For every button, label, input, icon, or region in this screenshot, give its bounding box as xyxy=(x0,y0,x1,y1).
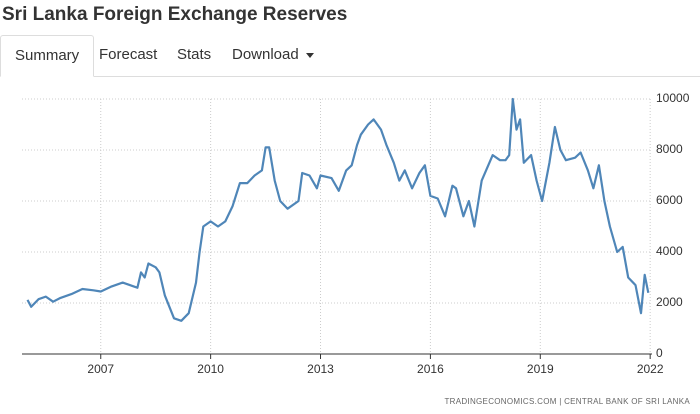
x-tick-label: 2007 xyxy=(87,362,114,376)
chart: TRADINGECONOMICS.COM | CENTRAL BANK OF S… xyxy=(22,91,690,406)
tab[interactable]: Forecast xyxy=(99,46,158,63)
x-tick-label: 2010 xyxy=(197,362,224,376)
x-tick-label: 2022 xyxy=(637,362,664,376)
page-title: Sri Lanka Foreign Exchange Reserves xyxy=(2,4,348,25)
x-tick-label: 2019 xyxy=(527,362,554,376)
source-note: TRADINGECONOMICS.COM | CENTRAL BANK OF S… xyxy=(444,397,690,406)
caret xyxy=(305,53,314,59)
data-line xyxy=(26,97,650,322)
x-tick-label: 2016 xyxy=(417,362,444,376)
y-tick-label: 2000 xyxy=(656,295,683,309)
y-tick-label: 6000 xyxy=(656,193,683,207)
x-tick-label: 2013 xyxy=(307,362,334,376)
tab-bar: Summary Forecast Stats Download xyxy=(0,35,700,77)
tab-label[interactable]: Download xyxy=(232,46,299,63)
y-tick-label: 4000 xyxy=(656,244,683,258)
y-tick-label: 0 xyxy=(656,346,663,360)
tab[interactable]: Summary xyxy=(0,35,95,77)
y-tick-label: 8000 xyxy=(656,142,683,156)
y-tick-label: 10000 xyxy=(656,91,690,105)
tab[interactable]: Download xyxy=(218,35,329,75)
tab[interactable]: Stats xyxy=(177,46,212,63)
